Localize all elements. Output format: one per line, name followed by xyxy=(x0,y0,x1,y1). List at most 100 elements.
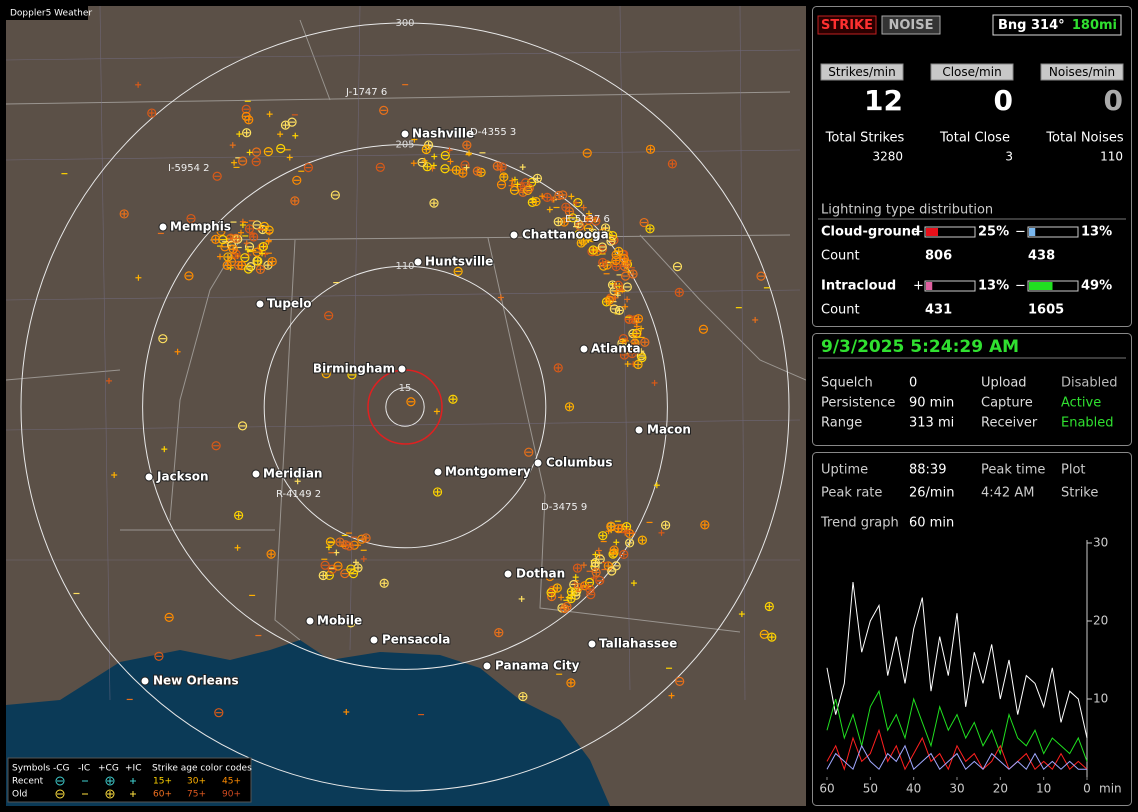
dist-name: Intracloud xyxy=(821,279,896,294)
bearing-box xyxy=(992,14,1122,36)
range-ring xyxy=(20,22,790,792)
strike-symbol xyxy=(432,487,443,497)
setting-label: Upload xyxy=(981,376,1027,391)
strike-symbol xyxy=(611,255,621,266)
strike-symbol xyxy=(637,535,647,545)
strike-symbol xyxy=(494,628,504,638)
strike-symbol xyxy=(672,262,683,272)
strike-symbol xyxy=(340,568,350,579)
settings-panel xyxy=(812,333,1132,446)
station-label: D-4355 3 xyxy=(470,127,516,138)
strike-symbol xyxy=(573,219,584,229)
strike-symbol xyxy=(698,324,709,334)
strike-symbol xyxy=(661,520,671,530)
count-value: 431 xyxy=(925,303,952,318)
setting-label: Receiver xyxy=(981,416,1038,431)
strike-symbol xyxy=(244,224,255,234)
strike-symbol xyxy=(440,164,450,174)
strike-symbol xyxy=(440,150,450,161)
strike-symbol xyxy=(675,676,685,686)
noise-button[interactable] xyxy=(881,15,941,35)
strike-symbol xyxy=(333,561,343,571)
strike-symbol xyxy=(600,223,611,233)
rates: Strikes/min 12 Total Strikes 3280 Close/min 0… xyxy=(820,63,1124,164)
city-label: Jackson xyxy=(156,470,209,484)
strike-symbol xyxy=(241,111,251,121)
strike-symbol xyxy=(184,271,194,281)
setting-label: Persistence xyxy=(821,396,895,411)
strike-symbol xyxy=(609,304,619,314)
strike-symbol xyxy=(573,229,584,240)
x-tick-label: 10 xyxy=(1036,782,1051,796)
stat-text: 4:42 AM xyxy=(981,486,1034,501)
rate-label[interactable]: Noises/min xyxy=(1049,65,1115,79)
strike-symbol xyxy=(545,571,555,582)
dist-bar xyxy=(926,282,933,290)
distribution: Cloud-ground+ 25%806− 13%438CountIntraclou… xyxy=(821,225,1112,318)
strike-symbol xyxy=(764,601,774,612)
strike-symbol xyxy=(318,570,328,581)
dist-bar xyxy=(1029,282,1053,290)
strike-symbol xyxy=(211,441,221,451)
county-lines xyxy=(6,6,801,701)
city-dot xyxy=(144,472,154,482)
y-tick-label: 10 xyxy=(1093,692,1108,706)
strike-symbol xyxy=(590,557,600,568)
legend-type: +CG xyxy=(98,764,119,774)
strike-symbol xyxy=(597,242,607,252)
legend-box xyxy=(7,757,252,803)
strike-symbol xyxy=(448,394,458,404)
strike-symbol xyxy=(158,334,168,344)
city-dot xyxy=(533,458,543,468)
strike-symbol xyxy=(242,128,252,138)
setting-value: Active xyxy=(1061,396,1101,411)
strike-symbol xyxy=(553,363,563,373)
strike-symbol xyxy=(417,157,427,168)
strike-symbol xyxy=(640,337,650,347)
legend-age: 15+ xyxy=(153,777,172,787)
strike-symbol xyxy=(523,185,533,196)
strike-symbol xyxy=(531,196,541,207)
city-dot xyxy=(255,299,265,309)
rate-label[interactable]: Close/min xyxy=(942,65,1001,79)
x-tick-label: 60 xyxy=(819,782,834,796)
rate-button[interactable] xyxy=(820,63,904,81)
legend-symbols: Symbols xyxy=(12,764,51,774)
legend-age: 30+ xyxy=(187,777,206,787)
city-label: Montgomery xyxy=(445,465,531,479)
bearing: Bng 314° xyxy=(998,18,1065,33)
trend-value: 60 min xyxy=(909,516,954,531)
legend-age: 60+ xyxy=(153,790,172,800)
strike-symbol xyxy=(346,618,356,628)
strike-symbol xyxy=(460,160,470,170)
city-label: New Orleans xyxy=(153,674,239,688)
trend-label: Trend graph xyxy=(820,516,899,531)
strike-symbol xyxy=(573,582,583,593)
setting-value: 313 mi xyxy=(909,416,954,431)
noise-button-label[interactable]: NOISE xyxy=(888,18,933,33)
settings-rows: Squelch 0 Upload Disabled Persistence 90 min C… xyxy=(821,376,1117,431)
count-value: 806 xyxy=(925,249,952,264)
strike-symbol xyxy=(231,249,241,259)
rate-button[interactable] xyxy=(930,63,1014,81)
strike-symbol xyxy=(561,202,571,212)
rate-button[interactable] xyxy=(1040,63,1124,81)
title-bg xyxy=(6,6,88,20)
trend-line xyxy=(826,689,1088,762)
rate-value: 0 xyxy=(994,84,1013,117)
x-tick-label: 30 xyxy=(949,782,964,796)
strike-symbol xyxy=(518,187,528,197)
rate-label[interactable]: Strikes/min xyxy=(828,65,895,79)
strike-button-label[interactable]: STRIKE xyxy=(821,18,873,33)
strike-button[interactable] xyxy=(817,15,877,35)
y-tick-label: 30 xyxy=(1093,536,1108,550)
strike-symbol xyxy=(558,190,568,200)
range-label: 110 xyxy=(395,261,414,272)
strike-symbol xyxy=(625,538,635,548)
strike-symbol xyxy=(119,209,129,219)
city-label: Memphis xyxy=(170,220,231,234)
strike-symbol xyxy=(243,264,254,274)
strike-symbol xyxy=(258,241,269,252)
strike-symbol xyxy=(240,253,250,263)
strike-symbol xyxy=(266,549,276,559)
